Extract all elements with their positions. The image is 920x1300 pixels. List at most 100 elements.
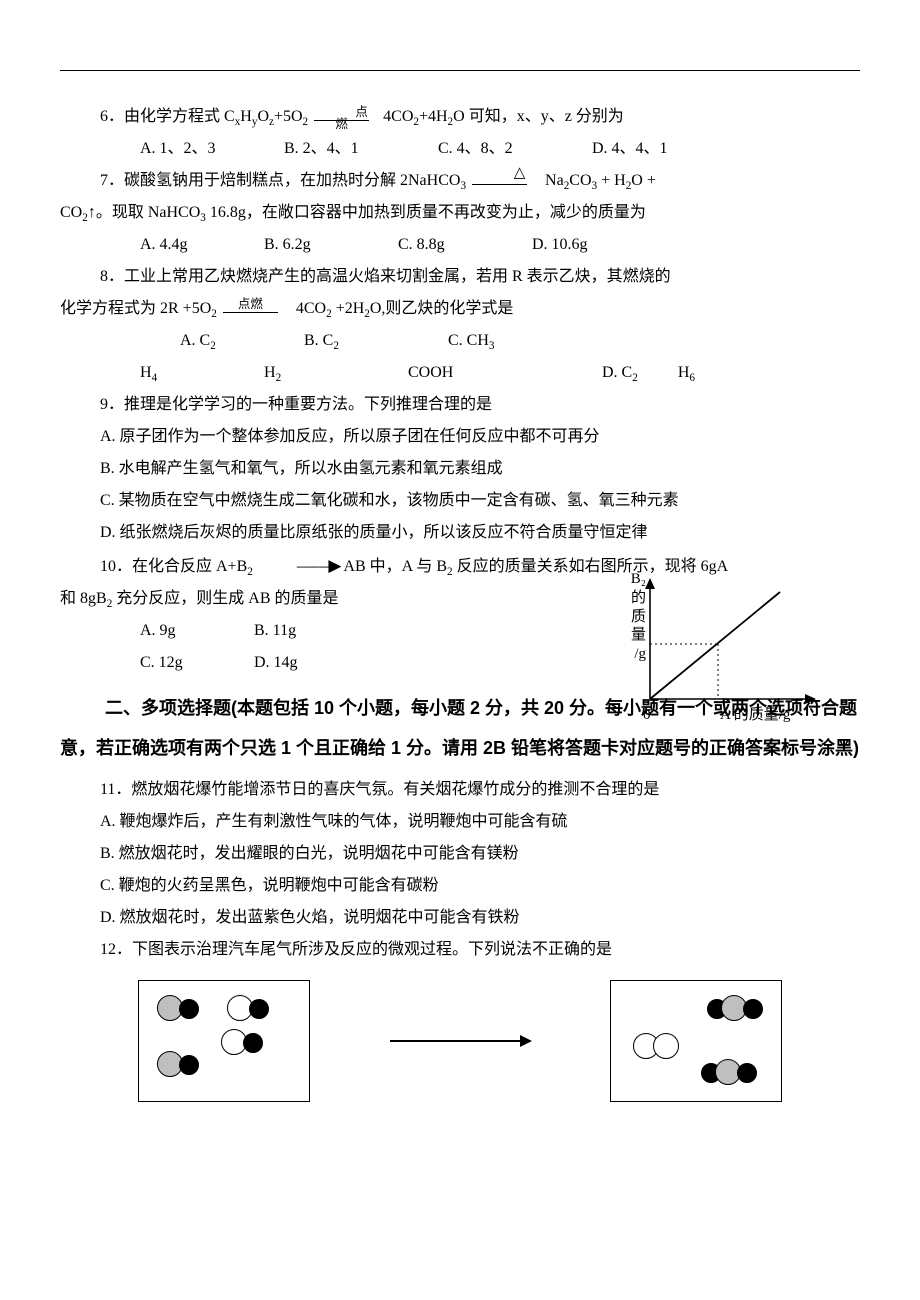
sub: 2 <box>247 566 253 578</box>
q9-optC: C. 某物质在空气中燃烧生成二氧化碳和水，该物质中一定含有碳、氢、氧三种元素 <box>60 485 860 517</box>
q6-optB: B. 2、4、1 <box>244 133 394 165</box>
eq-line <box>472 184 527 185</box>
rxn-label: 点燃 <box>314 106 369 131</box>
sub: 4 <box>152 372 158 384</box>
sub: 2 <box>210 340 216 352</box>
opt-text: H <box>224 357 276 389</box>
q7-optB: B. 6.2g <box>224 229 354 261</box>
graph-line <box>650 592 780 699</box>
q11-optD: D. 燃放烟花时，发出蓝紫色火焰，说明烟花中可能含有铁粉 <box>60 902 860 934</box>
ylab-line: B₂ <box>610 570 646 589</box>
q6-text: H <box>240 108 252 125</box>
q6-stem: 6．由化学方程式 CxHyOz+5O2点燃 4CO2+4H2O 可知，x、y、z… <box>60 101 860 133</box>
q8-text: 化学方程式为 2R +5O <box>60 300 211 317</box>
q6-text: O <box>257 108 269 125</box>
q7-text: ↑。现取 NaHCO <box>88 204 200 221</box>
atom-black-icon <box>737 1063 757 1083</box>
q9-stem: 9．推理是化学学习的一种重要方法。下列推理合理的是 <box>60 389 860 421</box>
q7-text: O + <box>631 172 656 189</box>
q7-options: A. 4.4g B. 6.2g C. 8.8g D. 10.6g <box>60 229 860 261</box>
q7-text: Na <box>545 172 564 189</box>
q7-line1: 7．碳酸氢钠用于焙制糕点，在加热时分解 2NaHCO3△ Na2CO3 + H2… <box>60 165 860 197</box>
q7-optD: D. 10.6g <box>492 229 588 261</box>
atom-black-icon <box>179 1055 199 1075</box>
q8-options: A. C2H4 B. C2H2 C. CH3COOH D. C2H6 <box>60 325 860 389</box>
reaction-condition-heat: △ <box>472 177 527 185</box>
q11-optC: C. 鞭炮的火药呈黑色，说明鞭炮中可能含有碳粉 <box>60 870 860 902</box>
q7-text: CO <box>60 204 82 221</box>
x-axis-label: A 的质量/g <box>720 700 790 730</box>
q11-optA: A. 鞭炮爆炸后，产生有刺激性气味的气体，说明鞭炮中可能含有硫 <box>60 806 860 838</box>
sub: 3 <box>460 180 466 192</box>
q6-text: +5O <box>274 108 303 125</box>
sub: 3 <box>489 340 495 352</box>
q9-optB: B. 水电解产生氢气和氧气，所以水由氢元素和氧元素组成 <box>60 453 860 485</box>
atom-white-icon <box>653 1033 679 1059</box>
rxn-label: 点燃 <box>223 298 278 310</box>
q8-optB: B. C2H2 <box>224 325 364 389</box>
reaction-condition-ignite: 点燃 <box>314 113 369 121</box>
q10-text: AB 中，A 与 B <box>340 558 447 575</box>
sub: 6 <box>689 372 695 384</box>
product-box <box>610 980 782 1102</box>
reactant-box <box>138 980 310 1102</box>
q6-optD: D. 4、4、1 <box>552 133 668 165</box>
q10-optC: C. 12g <box>100 647 210 679</box>
q8-text: +2H <box>332 300 365 317</box>
sub: 2 <box>211 308 217 320</box>
q8-line2: 化学方程式为 2R +5O2点燃 4CO2 +2H2O,则乙炔的化学式是 <box>60 293 860 325</box>
q8-text: 4CO <box>296 300 326 317</box>
q10-optA: A. 9g <box>100 615 210 647</box>
opt-text: D. C <box>562 357 632 389</box>
opt-text: C. CH <box>408 325 489 357</box>
sub: 2 <box>333 340 339 352</box>
origin-label: 0 <box>643 700 651 730</box>
opt-text: H <box>100 357 152 389</box>
arrow-icon: ——▶ <box>257 549 340 583</box>
q10-text: 充分反应，则生成 AB 的质量是 <box>112 590 338 607</box>
q7-optC: C. 8.8g <box>358 229 488 261</box>
q7-optA: A. 4.4g <box>100 229 220 261</box>
page-top-rule <box>60 70 860 71</box>
q6-text: 4CO <box>383 108 413 125</box>
q6-text: 6．由化学方程式 C <box>100 108 235 125</box>
q11-optB: B. 燃放烟花时，发出耀眼的白光，说明烟花中可能含有镁粉 <box>60 838 860 870</box>
q8-optC: C. CH3 COOH <box>368 325 518 389</box>
q8-line1: 8．工业上常用乙炔燃烧产生的高温火焰来切割金属，若用 R 表示乙炔，其燃烧的 <box>60 261 860 293</box>
ylab-line: 质 <box>610 608 646 627</box>
x-axis-arrow-icon <box>805 694 816 704</box>
q8-text: O,则乙炔的化学式是 <box>370 300 514 317</box>
ylab-line: 的 <box>610 589 646 608</box>
q9-optD: D. 纸张燃烧后灰烬的质量比原纸张的质量小，所以该反应不符合质量守恒定律 <box>60 517 860 549</box>
atom-black-icon <box>243 1033 263 1053</box>
opt-text: H <box>638 357 690 389</box>
q10-text: 反应的质量关系如右图所示，现将 6gA <box>453 558 729 575</box>
q11-stem: 11．燃放烟花爆竹能增添节日的喜庆气氛。有关烟花爆竹成分的推测不合理的是 <box>60 774 860 806</box>
sub: 2 <box>303 116 309 128</box>
q7-text: + H <box>597 172 626 189</box>
q8-optA: A. C2H4 <box>100 325 220 389</box>
reaction-arrow-icon <box>390 1040 530 1042</box>
y-axis-arrow-icon <box>645 578 655 589</box>
eq-line <box>223 312 278 313</box>
atom-black-icon <box>743 999 763 1019</box>
q10-graph: B₂ 的 质 量 /g 0 A 的质量/g <box>610 574 830 724</box>
atom-black-icon <box>179 999 199 1019</box>
q10-text: 10．在化合反应 A+B <box>100 558 247 575</box>
opt-text: COOH <box>368 357 453 389</box>
ylab-line: 量 <box>610 626 646 645</box>
q10-optB: B. 11g <box>214 615 296 647</box>
q10-optD: D. 14g <box>214 647 298 679</box>
ylab-line: /g <box>610 645 646 664</box>
q12-diagram <box>60 980 860 1102</box>
rxn-label: △ <box>472 165 527 180</box>
q10-text: 和 8gB <box>60 590 107 607</box>
q7-text: 7．碳酸氢钠用于焙制糕点，在加热时分解 2NaHCO <box>100 172 460 189</box>
q8-optD: D. C2H6 <box>522 357 695 389</box>
opt-text: B. C <box>264 325 333 357</box>
q7-text: 16.8g，在敞口容器中加热到质量不再改变为止，减少的质量为 <box>206 204 646 221</box>
q6-text: O 可知，x、y、z 分别为 <box>453 108 624 125</box>
q7-line2: CO2↑。现取 NaHCO3 16.8g，在敞口容器中加热到质量不再改变为止，减… <box>60 197 860 229</box>
q10-block: 10．在化合反应 A+B2 ——▶ AB 中，A 与 B2 反应的质量关系如右图… <box>60 549 860 679</box>
q6-optC: C. 4、8、2 <box>398 133 548 165</box>
